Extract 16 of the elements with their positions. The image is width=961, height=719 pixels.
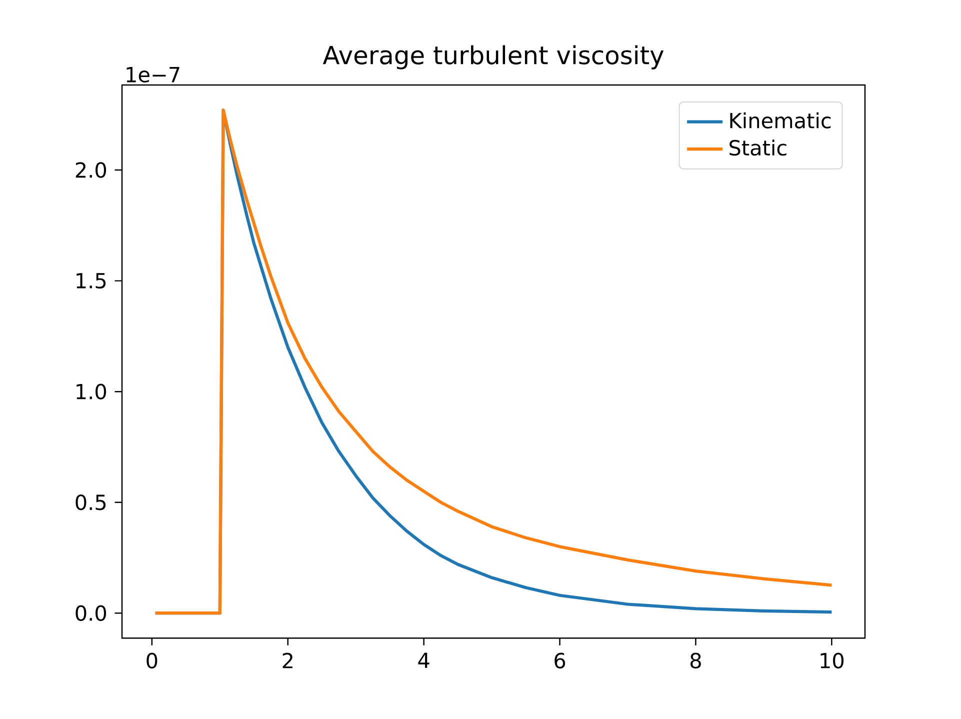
y-tick-label: 1.5: [76, 272, 106, 288]
x-tick-label: 10: [820, 652, 844, 668]
x-tick-label: 0: [146, 652, 158, 668]
text: 1e−7: [126, 66, 180, 82]
legend-label: Static: [730, 139, 786, 156]
line-series: [154, 108, 834, 615]
y-tick-label: 0.5: [76, 494, 106, 510]
chart-title: Average turbulent viscosity: [322, 45, 664, 70]
x-tick-label: 6: [554, 652, 566, 668]
y-tick-label: 1.0: [76, 384, 106, 400]
x-tick-label: 4: [418, 652, 430, 668]
x-tick-label: 2: [282, 652, 292, 668]
y-tick-label: 2.0: [76, 162, 106, 178]
x-tick-label: 8: [690, 652, 701, 668]
legend-label: Kinematic: [730, 112, 831, 128]
y-tick-label: 0.0: [76, 605, 106, 621]
